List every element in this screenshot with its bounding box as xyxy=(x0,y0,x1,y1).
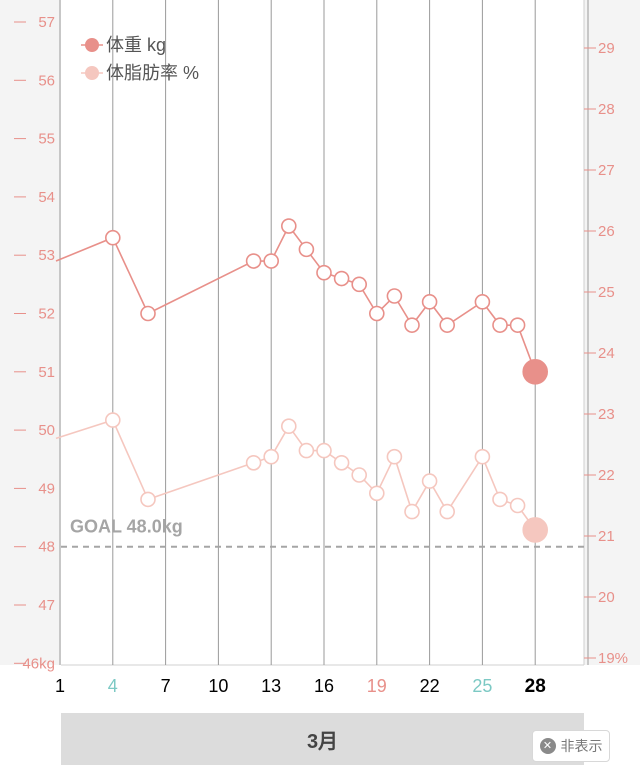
left-tick-label: 48 xyxy=(38,539,55,556)
vertical-grid xyxy=(59,0,589,665)
series-point xyxy=(509,497,526,514)
series-point xyxy=(386,448,403,465)
series-point xyxy=(368,305,385,322)
right-tick-label: 22 xyxy=(598,467,615,484)
series-point xyxy=(439,503,456,520)
series-point xyxy=(140,305,156,322)
left-axis-panel xyxy=(0,0,61,665)
left-tick-label: 53 xyxy=(38,247,55,264)
series-point xyxy=(263,253,280,269)
left-tick-label: 46kg xyxy=(22,655,55,672)
left-y-axis: 57 56 55 54 53 52 51 50 49 48 47 46kg xyxy=(14,14,55,672)
series-point xyxy=(404,317,420,333)
x-tick-label: 22 xyxy=(420,676,440,696)
left-tick-label: 50 xyxy=(38,422,55,439)
x-tick-label: 7 xyxy=(161,676,171,696)
series-point xyxy=(492,491,508,508)
series-point xyxy=(105,412,121,428)
series-point xyxy=(439,317,456,333)
series-point xyxy=(280,218,297,234)
legend-marker xyxy=(85,66,99,80)
series-point-latest xyxy=(522,517,549,543)
right-tick-label: 25 xyxy=(598,284,615,301)
x-tick-label: 1 xyxy=(55,676,65,696)
right-tick-label: 27 xyxy=(598,162,615,179)
hide-button-label: 非表示 xyxy=(560,738,603,754)
right-tick-label: 26 xyxy=(598,223,615,240)
series-point xyxy=(280,418,297,435)
right-tick-label: 20 xyxy=(598,589,615,606)
left-tick-label: 51 xyxy=(38,364,55,381)
left-tick-label: 52 xyxy=(38,306,55,323)
left-tick-label: 49 xyxy=(38,480,55,497)
series-point xyxy=(421,473,438,489)
right-y-axis: 29 28 27 26 25 24 23 22 21 20 19% xyxy=(584,40,628,667)
x-tick-label: 4 xyxy=(108,676,118,696)
month-label[interactable]: 3月 xyxy=(61,713,584,765)
series-point xyxy=(421,294,438,310)
series-point xyxy=(245,253,262,269)
series-point xyxy=(509,317,526,333)
series-point xyxy=(333,454,350,471)
x-axis: 1 4 7 10 13 16 19 22 25 28 xyxy=(55,676,546,697)
legend-label: 体脂肪率 % xyxy=(106,63,199,83)
series-point xyxy=(316,442,332,459)
left-tick-label: 56 xyxy=(38,72,55,89)
legend-marker xyxy=(85,38,99,52)
series-point xyxy=(298,442,315,459)
x-tick-label: 19 xyxy=(367,676,387,696)
goal-label: GOAL 48.0kg xyxy=(70,517,183,537)
goal-line: GOAL 48.0kg xyxy=(61,517,584,548)
x-tick-label: 25 xyxy=(472,676,492,696)
right-tick-label: 21 xyxy=(598,528,615,545)
legend-label: 体重 kg xyxy=(106,35,166,55)
right-tick-label: 19% xyxy=(598,650,628,667)
series-point xyxy=(474,448,491,465)
x-tick-label: 13 xyxy=(261,676,281,696)
x-tick-label: 16 xyxy=(314,676,334,696)
left-tick-label: 55 xyxy=(38,131,55,148)
series-point-latest xyxy=(522,358,549,385)
series-line-1 xyxy=(55,419,536,531)
close-circle-icon: ✕ xyxy=(539,738,556,754)
right-tick-label: 24 xyxy=(598,345,615,362)
legend: 体重 kg 体脂肪率 % xyxy=(81,35,199,83)
x-tick-label: 10 xyxy=(208,676,228,696)
series-point xyxy=(404,503,420,520)
series-point xyxy=(263,448,280,465)
series-point xyxy=(316,264,332,281)
series-line-0 xyxy=(55,224,536,373)
series-layer xyxy=(55,218,549,543)
series-point xyxy=(386,288,403,304)
right-tick-label: 28 xyxy=(598,101,615,118)
series-point xyxy=(105,229,121,246)
x-tick-label: 28 xyxy=(525,676,546,697)
right-axis-panel xyxy=(584,0,640,665)
series-point xyxy=(351,276,368,293)
right-tick-label: 29 xyxy=(598,40,615,57)
series-point xyxy=(140,491,156,508)
series-point xyxy=(368,485,385,502)
series-point xyxy=(492,317,508,333)
left-tick-label: 47 xyxy=(38,597,55,614)
series-point xyxy=(298,241,315,258)
series-point xyxy=(351,467,368,483)
series-point xyxy=(245,454,262,471)
hide-button[interactable]: ✕ 非表示 xyxy=(532,730,610,762)
left-tick-label: 54 xyxy=(38,189,55,206)
right-tick-label: 23 xyxy=(598,406,615,423)
series-point xyxy=(474,294,491,310)
left-tick-label: 57 xyxy=(38,14,55,31)
series-point xyxy=(333,270,350,287)
